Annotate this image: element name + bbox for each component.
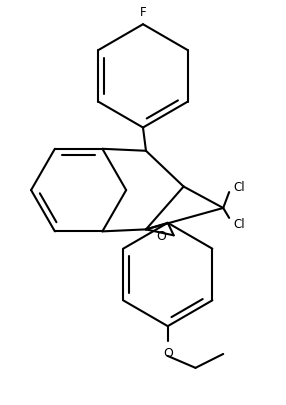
- Text: Cl: Cl: [233, 180, 245, 193]
- Text: Cl: Cl: [233, 218, 245, 231]
- Text: O: O: [156, 229, 166, 242]
- Text: F: F: [140, 6, 146, 19]
- Text: O: O: [163, 346, 173, 359]
